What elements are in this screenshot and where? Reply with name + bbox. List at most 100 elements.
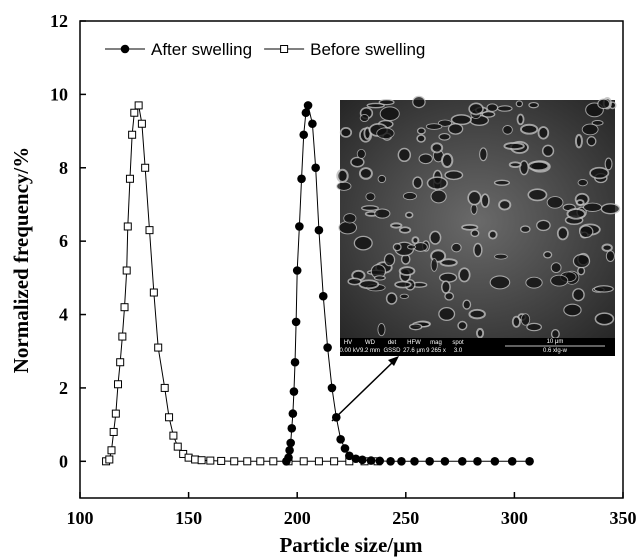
data-point (358, 455, 367, 465)
pore (581, 123, 599, 136)
pore (397, 147, 412, 163)
data-point (331, 412, 341, 422)
data-point (107, 446, 116, 455)
pore (546, 196, 564, 209)
data-point (366, 456, 376, 465)
pore (550, 328, 560, 339)
data-point (285, 446, 294, 455)
pore (408, 323, 423, 331)
data-point (473, 457, 482, 466)
pore (503, 141, 525, 151)
pore (444, 291, 455, 301)
pore-texture (336, 95, 621, 339)
pore (597, 98, 611, 110)
pore (336, 168, 349, 184)
pore (550, 274, 569, 287)
pore (600, 203, 621, 215)
pore (429, 230, 442, 245)
pore (496, 105, 513, 112)
pore (343, 213, 357, 224)
data-point (299, 457, 308, 466)
pore (594, 312, 615, 326)
pore (480, 193, 490, 208)
data-point (284, 453, 293, 462)
y-tick-label: 4 (59, 305, 68, 325)
y-tick-label: 10 (50, 84, 68, 104)
data-point (295, 222, 304, 231)
data-point (386, 457, 395, 466)
pore (605, 250, 615, 263)
pore (412, 176, 423, 190)
pore (366, 102, 385, 109)
data-point (490, 457, 500, 466)
pore (527, 188, 548, 202)
pore (365, 192, 376, 202)
pore (467, 190, 482, 206)
info-value: 10.00 kV (336, 348, 360, 354)
data-point (287, 423, 297, 433)
scale-label: 10 μm (547, 339, 564, 345)
data-point (457, 457, 467, 466)
y-tick-label: 8 (59, 158, 68, 178)
pore (374, 208, 391, 219)
data-point (351, 454, 361, 464)
legend-label: After swelling (151, 40, 252, 59)
pore (339, 127, 353, 138)
data-point (160, 383, 169, 392)
pore (604, 157, 613, 171)
data-point (217, 456, 226, 465)
y-tick-label: 2 (59, 378, 68, 398)
info-value: 9.2 mm (360, 348, 380, 354)
pore (430, 258, 438, 272)
data-point (345, 451, 354, 461)
pore (361, 205, 379, 212)
data-point (289, 387, 299, 396)
pore (398, 266, 416, 276)
pore (338, 220, 357, 235)
data-point (184, 453, 193, 462)
pore (489, 275, 511, 290)
data-point (290, 357, 300, 367)
pore (404, 211, 414, 219)
pore (575, 199, 585, 207)
series-line (105, 103, 378, 462)
pore (502, 125, 513, 135)
arrow (331, 360, 395, 422)
pore (520, 123, 539, 135)
pore (461, 224, 479, 231)
plot-frame (79, 20, 624, 499)
pore (494, 253, 508, 260)
data-point (311, 163, 320, 173)
pore (525, 276, 543, 289)
pore (347, 277, 362, 286)
y-axis-title: Normalized frequency/% (9, 147, 33, 374)
y-tick-label: 0 (59, 451, 68, 471)
data-point (440, 457, 450, 466)
data-point (299, 130, 309, 140)
pore (378, 99, 395, 106)
data-point (336, 434, 345, 444)
info-header: spot (452, 340, 464, 346)
pore (556, 226, 569, 241)
pore (486, 103, 499, 112)
x-tick-label: 350 (610, 508, 637, 528)
pore (508, 161, 522, 169)
pore (541, 144, 555, 158)
pore (416, 127, 426, 135)
data-point (118, 332, 127, 341)
pore (583, 202, 603, 212)
x-tick-label: 150 (175, 508, 202, 528)
x-axis-title: Particle size/μm (279, 533, 423, 557)
pore (399, 293, 409, 299)
pore (479, 147, 488, 162)
pore (359, 114, 370, 122)
data-point (318, 291, 328, 301)
pore (377, 322, 386, 337)
pore (572, 288, 585, 302)
pore (536, 219, 551, 232)
pore (383, 253, 396, 267)
data-point (122, 266, 131, 275)
data-point (120, 303, 129, 312)
pore (376, 127, 395, 140)
data-point (206, 456, 215, 465)
